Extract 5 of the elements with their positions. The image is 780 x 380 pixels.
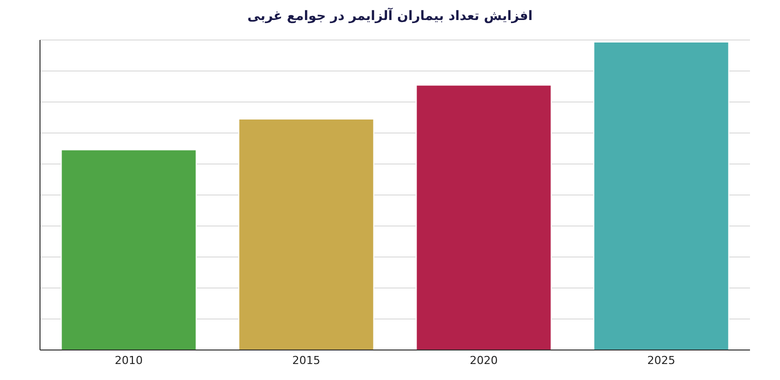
x-tick-label: 2010 [114, 354, 143, 367]
title: افزایش تعداد بیماران آلزایمر در جوامع غربی [247, 9, 533, 24]
x-tick-label: 2020 [470, 354, 498, 367]
x-tick-label: 2025 [647, 354, 676, 367]
x-tick-label: 2015 [292, 354, 320, 367]
